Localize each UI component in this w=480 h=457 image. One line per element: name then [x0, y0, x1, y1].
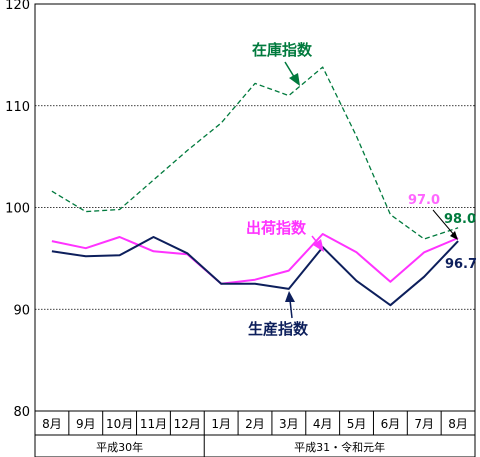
x-tick-label: 9月 — [76, 417, 96, 431]
year-group-label: 平成31・令和元年 — [294, 440, 385, 454]
inventory-index-label: 在庫指数 — [252, 41, 313, 59]
year-group-label: 平成30年 — [96, 440, 143, 454]
production-arrow — [289, 299, 293, 319]
gridlines — [35, 105, 475, 310]
series-line — [51, 236, 459, 307]
end-pointer-head — [450, 231, 458, 240]
last-shipment-value: 97.0 — [408, 193, 440, 208]
x-tick-label: 4月 — [313, 417, 333, 431]
x-tick-label: 10月 — [106, 417, 133, 431]
y-tick-label: 80 — [13, 405, 30, 420]
x-tick-label: 2月 — [245, 417, 265, 431]
y-tick-label: 110 — [5, 100, 30, 115]
production-arrow-head — [285, 291, 295, 302]
series-layer — [51, 66, 459, 307]
x-tick-label: 12月 — [174, 417, 201, 431]
last-production-value: 96.7 — [445, 257, 477, 272]
plot-border — [34, 3, 476, 412]
shipment-arrow-head — [313, 239, 324, 252]
x-tick-label: 5月 — [347, 417, 367, 431]
production-index-label: 生産指数 — [248, 320, 309, 338]
y-tick-label: 90 — [13, 303, 30, 318]
series-line — [51, 66, 459, 240]
shipment-index-label: 出荷指数 — [246, 219, 307, 237]
y-tick-label: 100 — [5, 202, 30, 217]
x-tick-label: 6月 — [381, 417, 401, 431]
production-annotation: 生産指数 — [248, 291, 309, 338]
end-pointer-line — [432, 209, 456, 237]
series-line — [51, 233, 459, 285]
x-tick-label: 7月 — [414, 417, 434, 431]
shipment-annotation: 出荷指数 — [246, 219, 324, 252]
x-tick-label: 8月 — [42, 417, 62, 431]
inventory-annotation: 在庫指数 — [252, 41, 313, 86]
y-tick-label: 120 — [5, 0, 30, 13]
y-axis-ticks: 80 90 100 110 120 — [5, 0, 30, 420]
x-tick-label: 8月 — [448, 417, 468, 431]
x-tick-label: 1月 — [211, 417, 231, 431]
inventory-arrow-head — [289, 73, 300, 86]
last-inventory-value: 98.0 — [444, 212, 476, 227]
x-tick-label: 3月 — [279, 417, 299, 431]
x-tick-label: 11月 — [140, 417, 167, 431]
end-value-labels: 97.0 98.0 96.7 — [408, 193, 477, 272]
